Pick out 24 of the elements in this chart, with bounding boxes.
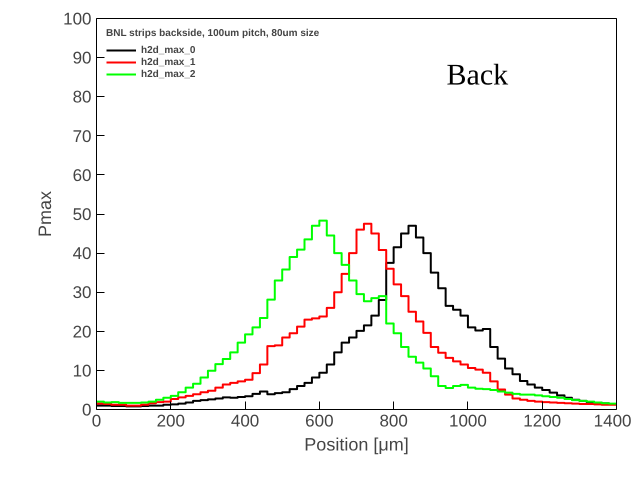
legend-label: h2d_max_1 xyxy=(141,56,196,68)
y-tick-label: 70 xyxy=(72,126,92,146)
y-tick-label: 100 xyxy=(63,10,92,28)
legend-label: h2d_max_2 xyxy=(141,68,196,80)
x-tick-label: 1400 xyxy=(594,412,631,430)
x-tick-label: 800 xyxy=(379,412,408,430)
y-tick-label: 20 xyxy=(72,322,92,342)
y-tick-label: 50 xyxy=(72,205,92,224)
y-tick-label: 90 xyxy=(72,48,92,68)
annotation: Back xyxy=(446,58,508,92)
x-tick-label: 1200 xyxy=(523,412,562,430)
y-tick-label: 10 xyxy=(72,361,92,380)
x-tick-label: 600 xyxy=(305,412,334,430)
x-tick-label: 200 xyxy=(156,412,185,430)
x-tick-label: 1000 xyxy=(449,412,487,430)
y-tick-label: 30 xyxy=(72,283,92,302)
x-tick-label: 400 xyxy=(230,412,260,430)
y-tick-label: 40 xyxy=(72,244,92,264)
x-axis-title: Position [μm] xyxy=(304,434,409,454)
y-tick-label: 80 xyxy=(72,88,92,107)
legend-title: BNL strips backside, 100um pitch, 80um size xyxy=(106,28,320,39)
legend-label: h2d_max_0 xyxy=(141,44,196,56)
y-axis-title: Pmax xyxy=(35,190,56,238)
y-tick-label: 60 xyxy=(72,166,92,185)
